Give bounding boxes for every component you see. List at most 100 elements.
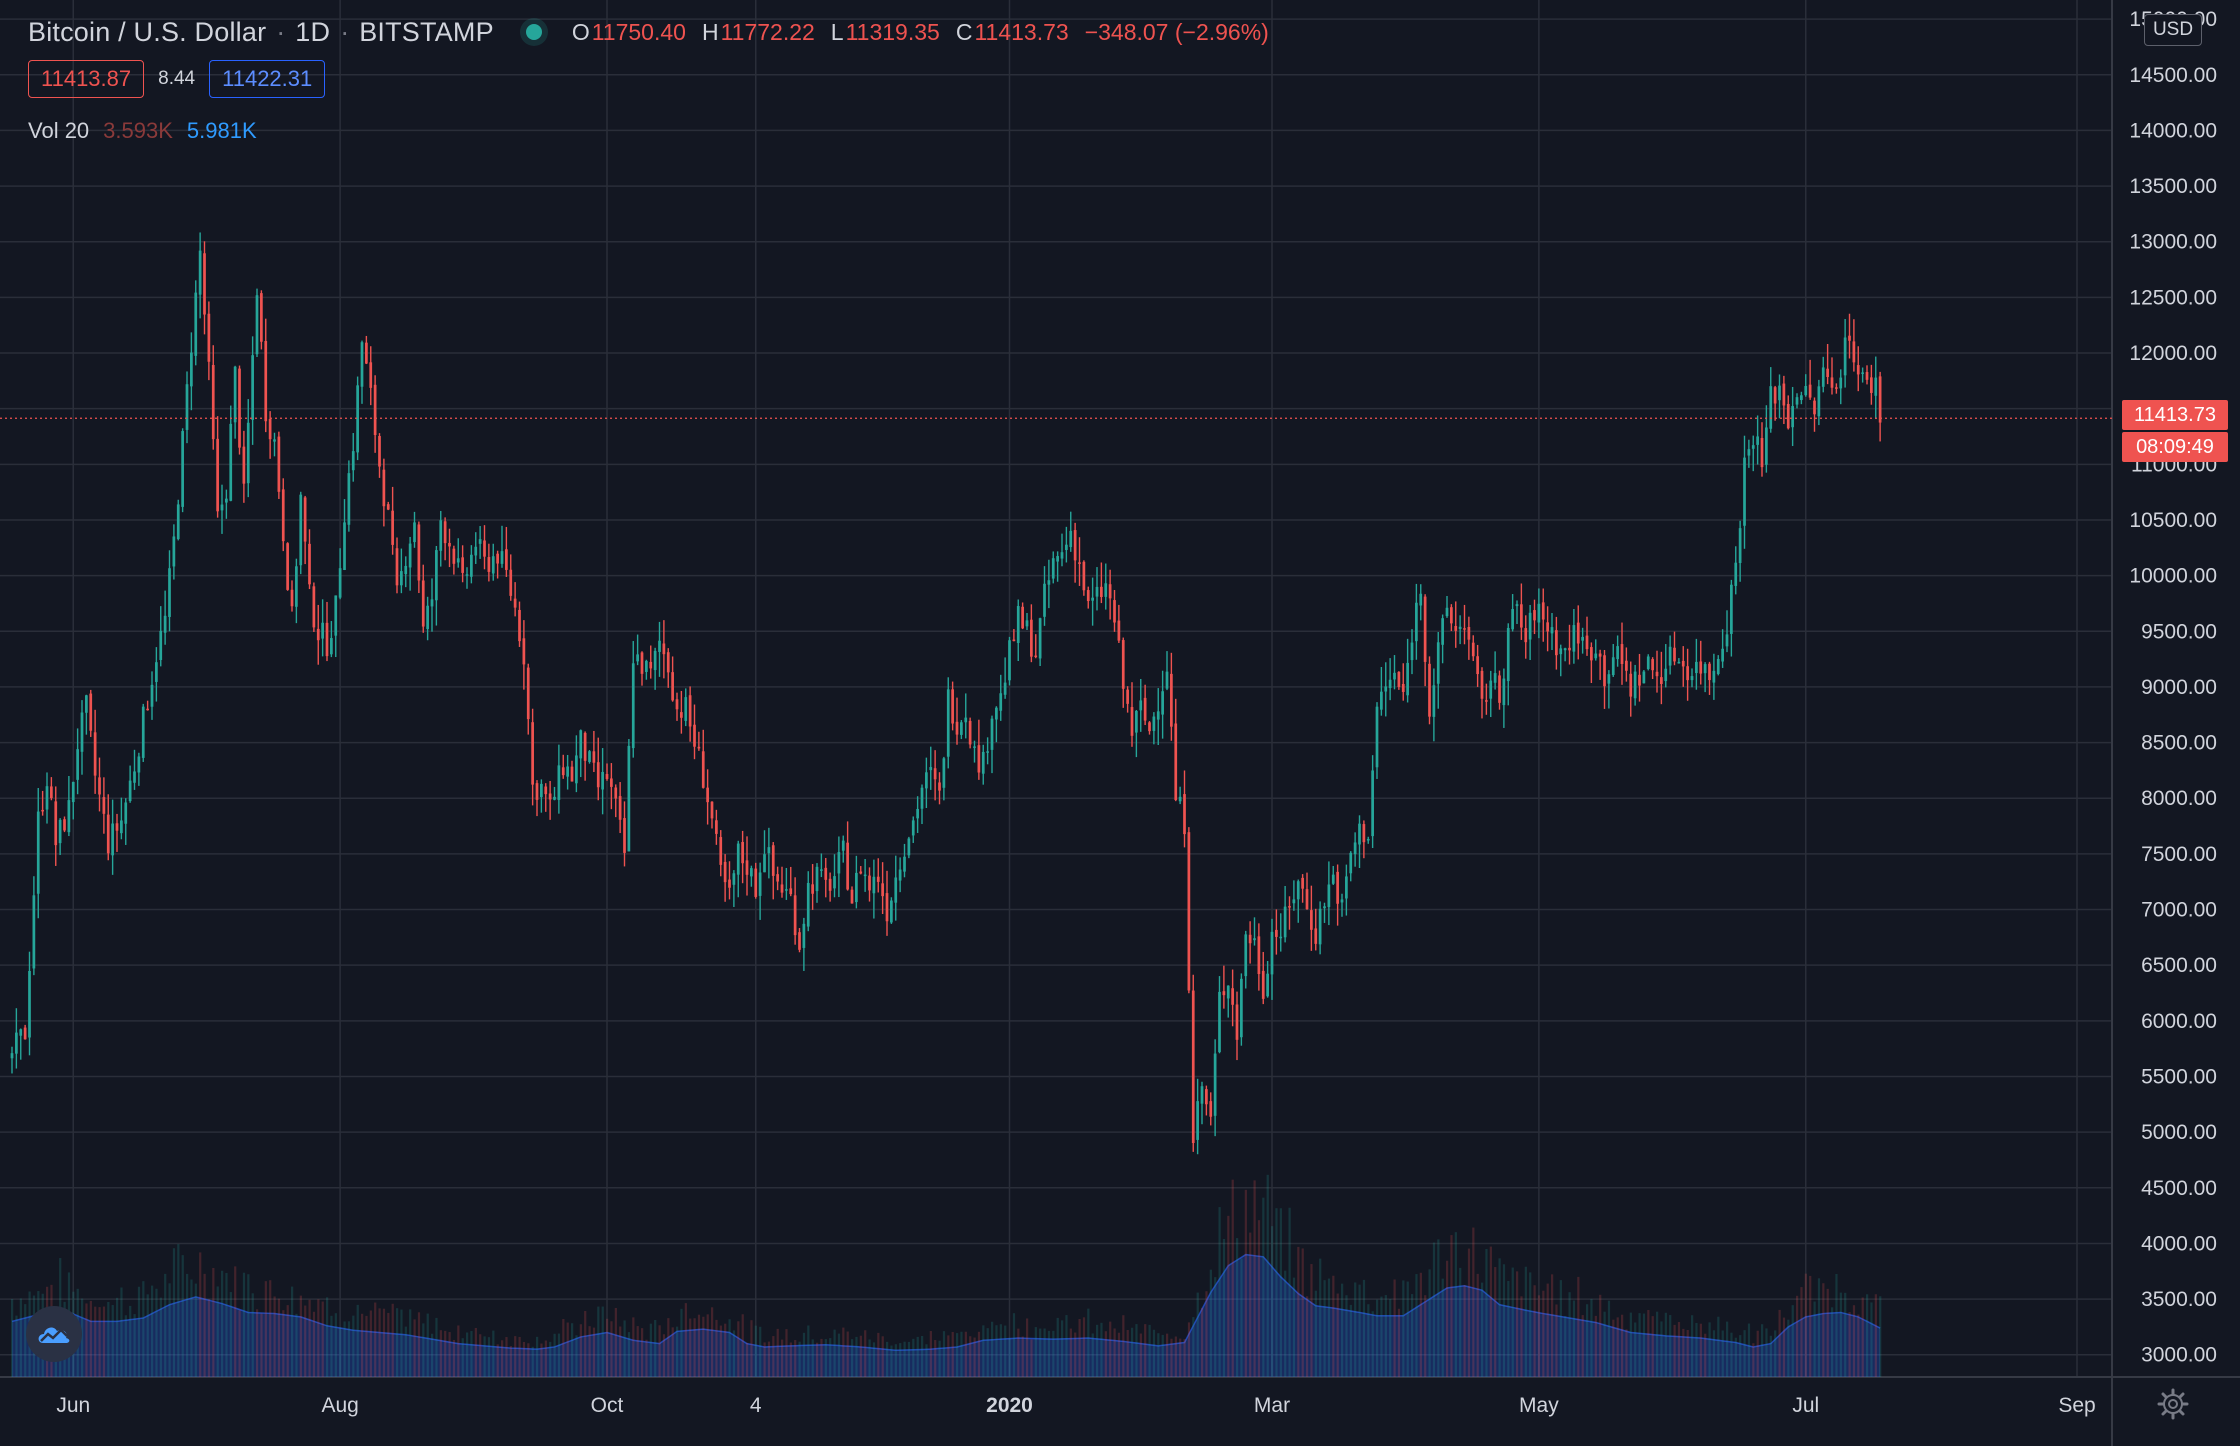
candle-body (1016, 606, 1020, 643)
candle-body (268, 419, 272, 440)
volume-bar (1052, 1330, 1055, 1377)
candle-body (1384, 686, 1388, 692)
candle-body (216, 438, 219, 512)
candle-body (448, 542, 451, 547)
volume-bar (824, 1339, 827, 1377)
volume-bar (951, 1332, 954, 1377)
candle-body (1336, 871, 1339, 904)
volume-bar (627, 1332, 631, 1377)
symbol-name[interactable]: Bitcoin / U.S. Dollar (28, 16, 267, 47)
volume-bar (995, 1325, 998, 1377)
volume-bar (1249, 1232, 1252, 1377)
buy-price-button[interactable]: 11422.31 (209, 60, 326, 98)
candle-body (190, 352, 193, 387)
candle-body (1817, 386, 1821, 417)
volume-bar (1542, 1290, 1545, 1377)
candle-body (1861, 372, 1864, 374)
candle-body (789, 888, 793, 895)
volume-bar (614, 1307, 617, 1377)
volume-bar (1437, 1239, 1440, 1377)
candle-body (601, 771, 604, 790)
volume-bar (1279, 1208, 1282, 1377)
candle-body (824, 867, 828, 880)
volume-bar (566, 1322, 569, 1377)
candle-body (526, 667, 530, 720)
volume-bar (439, 1330, 442, 1377)
candle-body (1445, 607, 1449, 617)
volume-bar (881, 1336, 884, 1377)
candle-body (1791, 406, 1794, 428)
candle-body (636, 654, 639, 662)
candle-body (1598, 653, 1602, 657)
candle-body (1760, 438, 1764, 468)
candle-body (1778, 385, 1781, 401)
candle-body (1270, 931, 1274, 975)
candle-body (855, 872, 858, 903)
candle-body (1056, 556, 1059, 562)
tradingview-logo[interactable] (26, 1306, 82, 1362)
volume-indicator-label[interactable]: Vol 20 (28, 118, 90, 143)
volume-bar (426, 1313, 429, 1377)
volume-bar (391, 1303, 394, 1377)
candle-body (172, 536, 176, 567)
volume-bar (886, 1341, 889, 1377)
volume-bar (1428, 1269, 1431, 1377)
volume-bar (916, 1336, 919, 1377)
time-axis[interactable]: Jun Aug Oct 4 2020 Mar May Jul Sep (56, 1394, 2095, 1417)
volume-bar (483, 1336, 486, 1377)
volume-bar (155, 1288, 158, 1377)
volume-bar (1879, 1296, 1882, 1377)
candle-body (15, 1032, 18, 1054)
candle-body (741, 841, 744, 864)
candle-body (1769, 386, 1773, 429)
candle-body (1533, 610, 1536, 621)
candle-body (898, 869, 902, 881)
volume-bar (1288, 1207, 1291, 1377)
volume-bar (1555, 1304, 1558, 1377)
volume-bar (1774, 1330, 1777, 1377)
candle-body (1419, 593, 1423, 606)
volume-bar (387, 1312, 390, 1377)
currency-button[interactable]: USD (2144, 14, 2202, 46)
candle-body (566, 766, 569, 777)
volume-bar (203, 1273, 206, 1377)
volume-bar (579, 1324, 582, 1377)
candle-body (487, 557, 491, 572)
candle-body (1397, 671, 1401, 687)
sell-price-button[interactable]: 11413.87 (28, 60, 145, 98)
volume-bar (1432, 1242, 1436, 1377)
volume-bar (1511, 1267, 1514, 1377)
volume-bar (496, 1344, 499, 1377)
settings-gear-icon[interactable] (2157, 1388, 2189, 1420)
candle-body (124, 802, 128, 824)
volume-bar (991, 1321, 994, 1377)
volume-bar (1844, 1292, 1847, 1377)
volume-bar (1708, 1322, 1711, 1377)
candle-body (413, 522, 416, 543)
volume-bar (1192, 1317, 1195, 1377)
market-status-icon[interactable] (525, 24, 542, 40)
volume-legend[interactable]: Vol 20 3.593K 5.981K (28, 118, 257, 144)
volume-bar (1533, 1285, 1536, 1377)
candle-body (596, 762, 600, 788)
volume-bar (431, 1333, 434, 1377)
candle-body (1165, 671, 1169, 689)
volume-bar (1817, 1278, 1821, 1377)
candle-body (1253, 938, 1256, 941)
candle-body (220, 504, 224, 511)
candle-body (531, 722, 534, 785)
candle-body (1200, 1086, 1204, 1104)
volume-bar (1822, 1283, 1825, 1377)
volume-bar (693, 1318, 696, 1377)
volume-bar (1341, 1283, 1344, 1377)
candle-body (106, 814, 110, 854)
interval-label[interactable]: 1D (295, 16, 331, 47)
price-tick-label: 4500.00 (2141, 1177, 2217, 1200)
candle-body (518, 609, 521, 642)
volume-bar (636, 1326, 639, 1377)
volume-bar (1411, 1294, 1414, 1377)
volume-bar (1096, 1324, 1099, 1377)
candle-body (938, 782, 941, 791)
